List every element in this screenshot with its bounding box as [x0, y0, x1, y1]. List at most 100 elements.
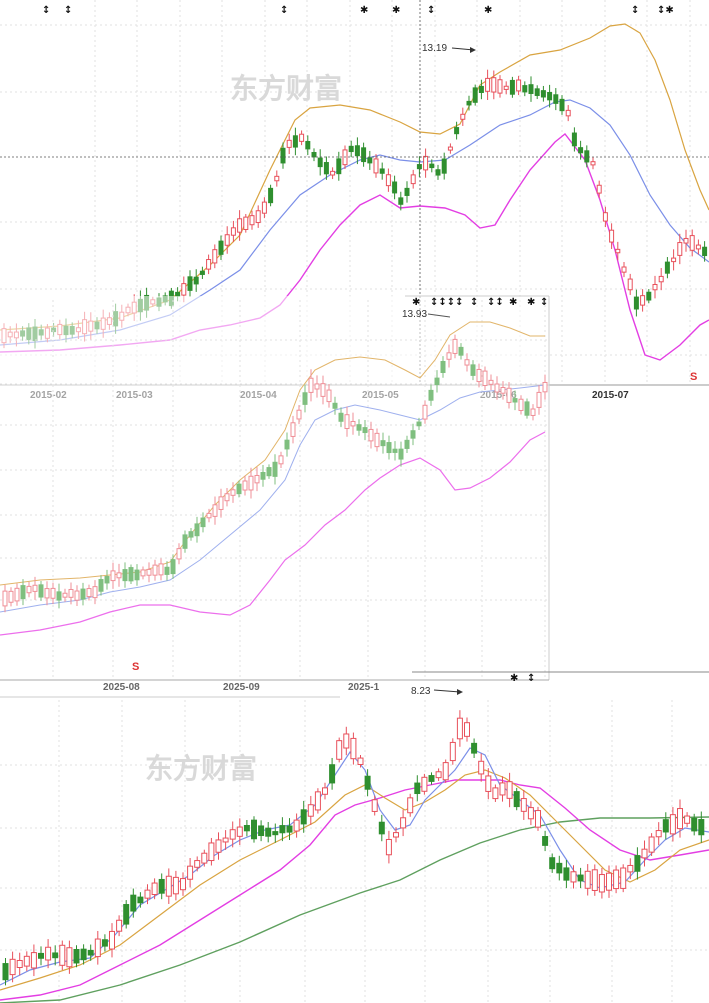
b-candle-72	[434, 370, 440, 393]
chart-panel-2015: 东方财富 ↕↕↕✱✱↕✱↕↕✱ 13.19 2015-022015-032015…	[0, 0, 709, 401]
c-candle-13	[94, 930, 101, 965]
b-candle-17	[104, 569, 110, 590]
c-candle-78	[556, 855, 563, 881]
b-candle-57	[344, 406, 350, 437]
b-candle-48	[290, 415, 296, 444]
boll-upper-line-b	[0, 321, 545, 586]
a-candle-111	[689, 229, 695, 257]
b-candle-38	[230, 482, 236, 503]
b-x-tick-2: 2025-1	[348, 682, 380, 693]
c-candle-24	[172, 870, 179, 901]
c-candle-60	[428, 772, 435, 785]
b-candle-5	[32, 576, 38, 600]
c-candle-1	[9, 951, 16, 983]
a-candle-43	[268, 184, 274, 207]
b-candle-71	[428, 384, 434, 406]
b-candle-82	[494, 376, 500, 400]
b-candle-80	[482, 366, 488, 391]
c-event-marker-0: ✱	[510, 673, 518, 684]
b-candle-10	[62, 588, 68, 602]
a-candle-79	[491, 70, 497, 100]
b-candle-7	[44, 581, 50, 606]
c-candle-85	[606, 865, 612, 898]
b-candle-21	[128, 564, 134, 584]
b-candle-67	[404, 435, 410, 454]
a-candle-60	[373, 154, 379, 178]
a-candle-37	[230, 220, 236, 243]
a-event-marker-0: ↕	[42, 5, 50, 16]
b-candle-69	[416, 417, 422, 430]
c-candle-43	[307, 795, 314, 826]
c-candle-70	[499, 776, 506, 802]
a-candle-92	[571, 127, 577, 152]
b-candle-52	[314, 375, 320, 398]
a-candle-85	[528, 76, 534, 102]
a-candle-105	[652, 275, 658, 299]
a-candle-87	[540, 85, 546, 102]
b-candle-15	[92, 580, 98, 605]
c-candle-86	[613, 865, 620, 894]
c-candle-75	[535, 806, 541, 831]
b-candle-75	[452, 334, 458, 359]
b-candle-19	[116, 563, 122, 587]
a-candle-53	[330, 167, 336, 180]
a-candle-58	[361, 142, 367, 167]
b-candle-79	[476, 363, 482, 388]
c-candle-25	[180, 872, 186, 896]
c-candle-28	[201, 849, 208, 867]
max-label: 13.19	[422, 43, 447, 54]
a-candle-64	[398, 191, 404, 211]
b-candle-13	[80, 582, 86, 606]
b-candle-76	[458, 343, 464, 360]
c-candle-80	[570, 865, 577, 889]
c-candle-11	[80, 944, 87, 965]
c-candle-32	[229, 821, 236, 848]
b-candle-44	[266, 464, 272, 479]
a-candle-52	[323, 156, 329, 180]
b-candle-2	[14, 583, 20, 606]
c-candle-18	[130, 888, 137, 918]
c-candle-41	[293, 813, 300, 838]
b-candle-11	[68, 582, 74, 605]
b-candle-6	[38, 580, 44, 601]
b-candle-4	[26, 581, 32, 598]
c-candle-12	[87, 944, 94, 961]
a-candle-59	[367, 150, 373, 170]
a-candle-88	[547, 84, 553, 108]
b-candle-43	[260, 464, 266, 487]
b-event-marker-4: ✱	[509, 297, 517, 308]
c-candle-94	[669, 807, 676, 842]
a-candle-63	[392, 175, 398, 200]
c-candle-88	[627, 858, 634, 880]
a-candle-91	[565, 105, 571, 122]
b-x-tick-0: 2025-08	[103, 682, 140, 693]
b-candle-35	[212, 496, 218, 525]
c-candle-39	[279, 817, 286, 842]
b-candle-12	[74, 585, 80, 607]
a-candle-44	[274, 170, 280, 187]
a-candle-101	[627, 273, 633, 295]
c-candle-10	[73, 945, 80, 968]
a-candle-89	[553, 88, 559, 111]
c-candle-81	[577, 867, 584, 889]
a-event-marker-3: ✱	[360, 5, 368, 16]
c-candle-53	[378, 814, 385, 842]
b-candle-77	[464, 353, 470, 372]
c-candle-67	[478, 753, 485, 782]
c-candle-63	[449, 738, 456, 765]
a-candle-81	[503, 81, 509, 95]
b-candle-36	[218, 488, 224, 518]
b-candle-3	[20, 579, 26, 606]
c-candle-30	[215, 832, 222, 860]
max-callout-c: 8.23	[411, 686, 463, 697]
c-candle-4	[30, 944, 37, 977]
c-candle-8	[59, 940, 66, 971]
a-event-marker-6: ✱	[484, 5, 492, 16]
c-candle-66	[471, 738, 478, 758]
c-candle-0	[2, 957, 9, 986]
c-candle-9	[66, 940, 73, 974]
c-candle-73	[520, 789, 527, 820]
c-candle-72	[513, 787, 520, 811]
c-candle-23	[165, 868, 172, 904]
a-event-marker-1: ↕	[64, 5, 72, 16]
